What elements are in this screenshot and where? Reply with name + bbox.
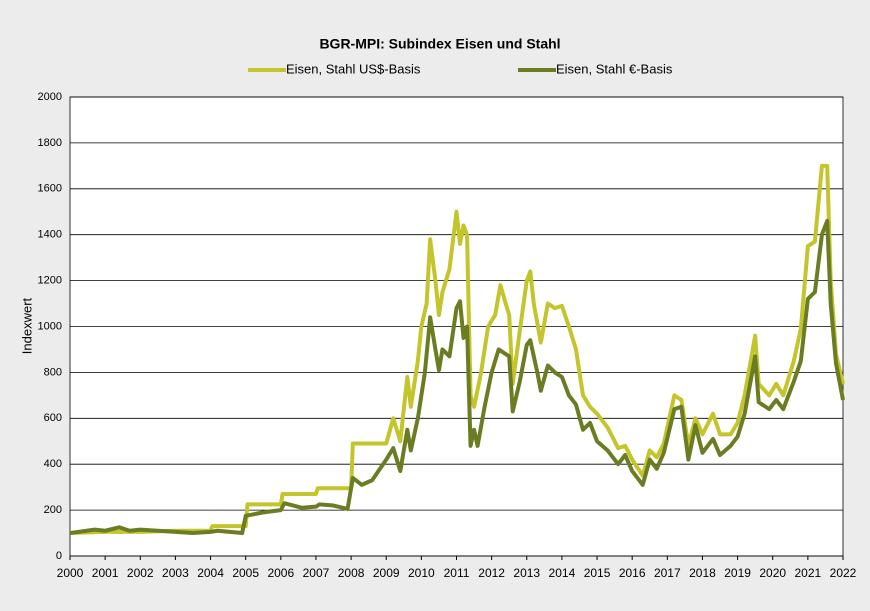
y-tick-label: 800 [44,366,62,378]
x-tick-label: 2001 [92,566,119,580]
y-axis-label: Indexwert [19,297,34,354]
series-line [69,218,845,536]
x-tick-label: 2007 [303,566,330,580]
x-tick-label: 2011 [444,566,470,580]
chart-title: BGR-MPI: Subindex Eisen und Stahl [319,36,560,52]
x-tick-label: 2020 [759,566,786,580]
y-tick-label: 1400 [38,229,62,241]
x-tick-label: 2012 [478,566,505,580]
y-tick-label: 1600 [38,183,62,195]
x-tick-label: 2009 [373,566,400,580]
y-tick-label: 200 [44,504,62,516]
x-tick-label: 2006 [267,566,294,580]
x-tick-label: 2008 [338,566,365,580]
legend-label: Eisen, Stahl €-Basis [556,61,673,76]
x-tick-label: 2017 [654,566,681,580]
y-tick-label: 2000 [38,91,62,103]
y-tick-label: 0 [56,550,62,562]
y-tick-label: 600 [44,412,62,424]
x-tick-label: 2010 [408,566,435,580]
y-tick-label: 1200 [38,275,62,287]
x-tick-label: 2004 [197,566,224,580]
y-tick-label: 1800 [38,137,62,149]
x-tick-label: 2014 [549,566,576,580]
x-tick-label: 2016 [619,566,646,580]
legend-label: Eisen, Stahl US$-Basis [286,61,421,76]
series-line [69,163,845,536]
x-tick-label: 2003 [162,566,189,580]
x-tick-label: 2002 [127,566,154,580]
x-tick-label: 2021 [795,566,822,580]
x-tick-label: 2019 [724,566,751,580]
x-tick-label: 2013 [513,566,540,580]
y-tick-label: 1000 [38,320,62,332]
x-tick-label: 2018 [689,566,716,580]
x-tick-label: 2000 [57,566,84,580]
x-tick-label: 2015 [584,566,611,580]
y-tick-label: 400 [44,458,62,470]
x-tick-label: 2005 [232,566,259,580]
x-tick-label: 2022 [830,566,857,580]
